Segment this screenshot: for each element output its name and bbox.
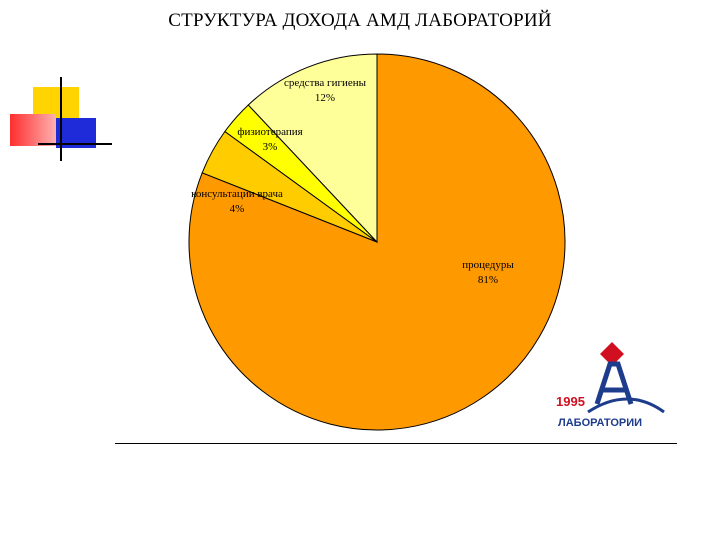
- amd-logo: 1995 ЛАБОРАТОРИИ: [556, 342, 665, 429]
- logo-text: ЛАБОРАТОРИИ: [558, 417, 642, 429]
- pie-slice-3: [247, 53, 378, 244]
- slice-value-1: 4%: [230, 203, 245, 215]
- slice-value-0: 81%: [478, 274, 498, 286]
- logo-year: 1995: [556, 394, 585, 409]
- slice-value-3: 12%: [315, 92, 335, 104]
- slice-label-0: процедуры: [462, 259, 514, 271]
- slice-label-3: средства гигиены: [284, 77, 367, 89]
- logo-mark-icon: [594, 361, 634, 405]
- slice-label-2: физиотерапия: [237, 126, 302, 138]
- divider-line: [115, 443, 677, 444]
- page-title: СТРУКТУРА ДОХОДА АМД ЛАБОРАТОРИЙ: [168, 10, 552, 31]
- slice-label-1: консультации врача: [191, 188, 283, 200]
- vertical-line: [60, 77, 62, 161]
- logo-arc-icon: [587, 397, 665, 414]
- horizontal-line: [38, 143, 112, 145]
- red-square: [10, 114, 56, 146]
- slice-value-2: 3%: [263, 141, 278, 153]
- logo-diamond-icon: [600, 342, 624, 366]
